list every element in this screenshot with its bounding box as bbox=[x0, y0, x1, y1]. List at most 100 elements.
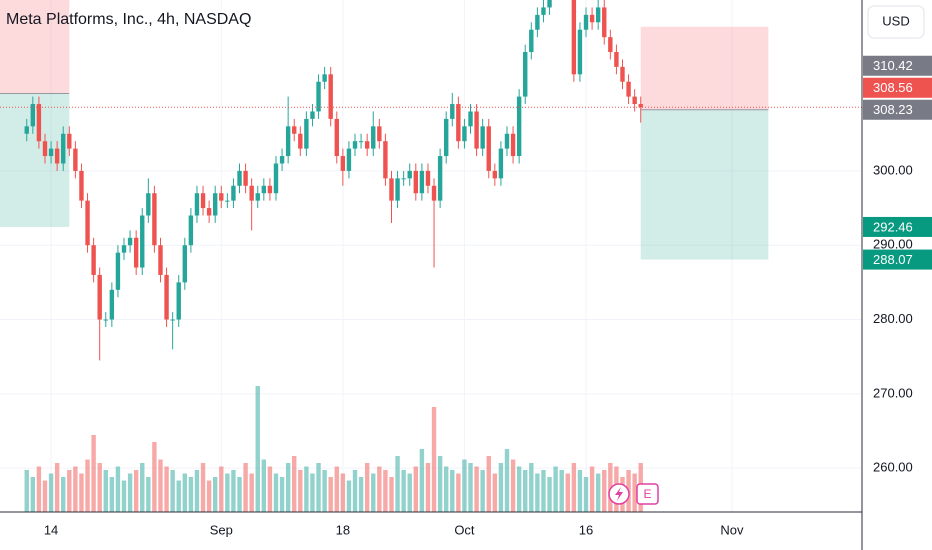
candle-body bbox=[516, 96, 522, 157]
currency-button[interactable] bbox=[867, 5, 925, 39]
candle-body bbox=[334, 118, 339, 157]
x-tick-label: Oct bbox=[454, 522, 475, 537]
plot-area bbox=[0, 0, 862, 512]
price-tag bbox=[863, 55, 932, 76]
volume-bar bbox=[219, 466, 224, 512]
volume-bar bbox=[30, 477, 36, 512]
candle-body bbox=[30, 104, 36, 127]
volume-bar bbox=[91, 435, 96, 512]
candle-body bbox=[194, 193, 200, 216]
candle-body bbox=[462, 126, 467, 142]
volume-bar bbox=[206, 480, 212, 512]
candle-body bbox=[510, 133, 516, 157]
volume-bar bbox=[133, 470, 139, 512]
volume-bar bbox=[431, 407, 437, 512]
volume-bar bbox=[42, 480, 48, 512]
chart-title: Meta Platforms, Inc., 4h, NASDAQ bbox=[6, 11, 251, 28]
volume-bar bbox=[358, 477, 364, 512]
candle-body bbox=[571, 0, 577, 75]
volume-bar bbox=[109, 477, 115, 512]
candle-body bbox=[48, 148, 54, 157]
candle-body bbox=[431, 185, 437, 201]
volume-bar bbox=[267, 466, 273, 512]
volume-bar bbox=[462, 459, 467, 512]
volume-bar bbox=[298, 470, 303, 512]
volume-bar bbox=[152, 442, 157, 512]
candle-body bbox=[358, 141, 364, 143]
volume-bar bbox=[103, 470, 108, 512]
volume-bar bbox=[535, 473, 540, 512]
candle-body bbox=[170, 319, 175, 321]
candle-body bbox=[237, 170, 242, 186]
candle-body bbox=[541, 7, 546, 15]
volume-bar bbox=[255, 386, 260, 512]
volume-bar bbox=[79, 473, 84, 512]
volume-bar bbox=[121, 480, 127, 512]
volume-bar bbox=[231, 470, 236, 512]
candle-body bbox=[456, 104, 461, 142]
volume-bar bbox=[395, 456, 400, 512]
volume-bar bbox=[212, 477, 218, 512]
x-tick-label: 16 bbox=[579, 522, 593, 537]
volume-bar bbox=[85, 459, 90, 512]
earnings-icon[interactable] bbox=[636, 483, 659, 505]
candle-body bbox=[127, 237, 133, 246]
candle-body bbox=[261, 185, 267, 194]
volume-bar bbox=[456, 473, 461, 512]
candle-body bbox=[450, 104, 455, 119]
candle-body bbox=[614, 52, 619, 67]
candle-body bbox=[121, 245, 127, 253]
candle-body bbox=[523, 52, 528, 97]
candle-body bbox=[67, 133, 72, 149]
y-tick-label: 290.00 bbox=[873, 237, 913, 252]
candle-body bbox=[389, 178, 394, 201]
volume-bar bbox=[127, 473, 133, 512]
volume-bar bbox=[547, 477, 552, 512]
candle-body bbox=[322, 74, 327, 82]
candle-body bbox=[73, 148, 78, 171]
volume-bar bbox=[529, 463, 534, 512]
volume-bar bbox=[553, 466, 558, 512]
volume-bar bbox=[158, 459, 163, 512]
volume-bar bbox=[486, 456, 491, 512]
candle-body bbox=[61, 133, 66, 164]
candle-body bbox=[632, 96, 637, 105]
volume-bar bbox=[504, 449, 510, 512]
candle-body bbox=[219, 193, 224, 201]
candle-body bbox=[212, 193, 218, 216]
volume-bar bbox=[146, 477, 151, 512]
y-tick-label: 300.00 bbox=[873, 162, 913, 177]
volume-bar bbox=[480, 470, 485, 512]
candle-body bbox=[133, 237, 139, 268]
volume-bar bbox=[67, 470, 72, 512]
volume-bar bbox=[425, 463, 431, 512]
volume-bar bbox=[285, 463, 291, 512]
volume-bar bbox=[595, 473, 601, 512]
candle-body bbox=[407, 170, 412, 179]
price-tag-label: 310.42 bbox=[873, 58, 913, 73]
candle-body bbox=[285, 126, 291, 157]
volume-bar bbox=[583, 477, 589, 512]
y-tick-label: 280.00 bbox=[873, 311, 913, 326]
candle-body bbox=[176, 282, 181, 320]
volume-bar bbox=[310, 473, 315, 512]
currency-label[interactable]: USD bbox=[882, 13, 909, 28]
volume-bar bbox=[389, 477, 394, 512]
candle-body bbox=[115, 252, 121, 290]
volume-bar bbox=[419, 449, 425, 512]
candle-body bbox=[328, 74, 333, 119]
candle-body bbox=[486, 126, 491, 171]
volume-bar bbox=[523, 470, 528, 512]
volume-bar bbox=[316, 463, 321, 512]
candle-body bbox=[535, 14, 540, 30]
volume-bar bbox=[54, 463, 60, 512]
candle-body bbox=[146, 193, 151, 216]
candle-body bbox=[498, 148, 504, 179]
position-risk bbox=[0, 0, 70, 94]
candle-body bbox=[364, 141, 370, 149]
volume-bar bbox=[437, 456, 443, 512]
volume-bar bbox=[383, 470, 388, 512]
candle-body bbox=[103, 319, 108, 321]
candle-body bbox=[243, 170, 248, 186]
volume-bar bbox=[194, 470, 200, 512]
